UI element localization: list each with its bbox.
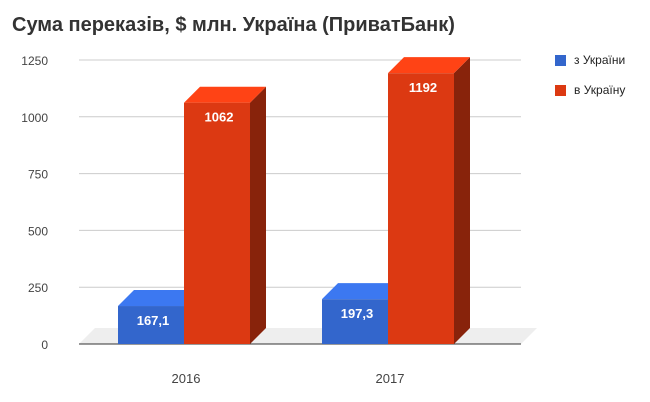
- chart-title: Сума переказів, $ млн. Україна (ПриватБа…: [12, 14, 455, 36]
- y-tick-label: 1000: [21, 111, 48, 125]
- legend-swatch-1: [555, 84, 566, 96]
- bar: [118, 306, 184, 344]
- y-tick-label: 250: [28, 281, 48, 295]
- x-tick-label: 2016: [172, 371, 201, 386]
- legend-label-1: в Україну: [574, 83, 626, 97]
- legend-item-1: в Україну: [555, 83, 625, 97]
- bar-top: [322, 283, 404, 300]
- bar-side: [454, 57, 470, 344]
- y-tick-label: 1250: [21, 54, 48, 68]
- bar: [388, 73, 454, 344]
- legend: з України в Україну: [555, 53, 625, 113]
- legend-label-0: з України: [574, 53, 626, 67]
- bar: [322, 299, 388, 344]
- x-tick-label: 2017: [376, 371, 405, 386]
- data-label: 1192: [409, 80, 437, 95]
- y-tick-label: 500: [28, 224, 48, 238]
- legend-item-0: з України: [555, 53, 625, 67]
- y-tick-label: 0: [41, 338, 48, 352]
- data-label: 1062: [205, 110, 234, 125]
- bar-top: [118, 290, 200, 307]
- data-label: 197,3: [341, 306, 374, 321]
- data-label: 167,1: [137, 313, 170, 328]
- bar: [184, 102, 250, 345]
- y-tick-label: 750: [28, 168, 48, 182]
- bar-top: [184, 86, 266, 103]
- bar-top: [388, 57, 470, 74]
- legend-swatch-0: [555, 54, 566, 66]
- bar-side: [250, 86, 266, 345]
